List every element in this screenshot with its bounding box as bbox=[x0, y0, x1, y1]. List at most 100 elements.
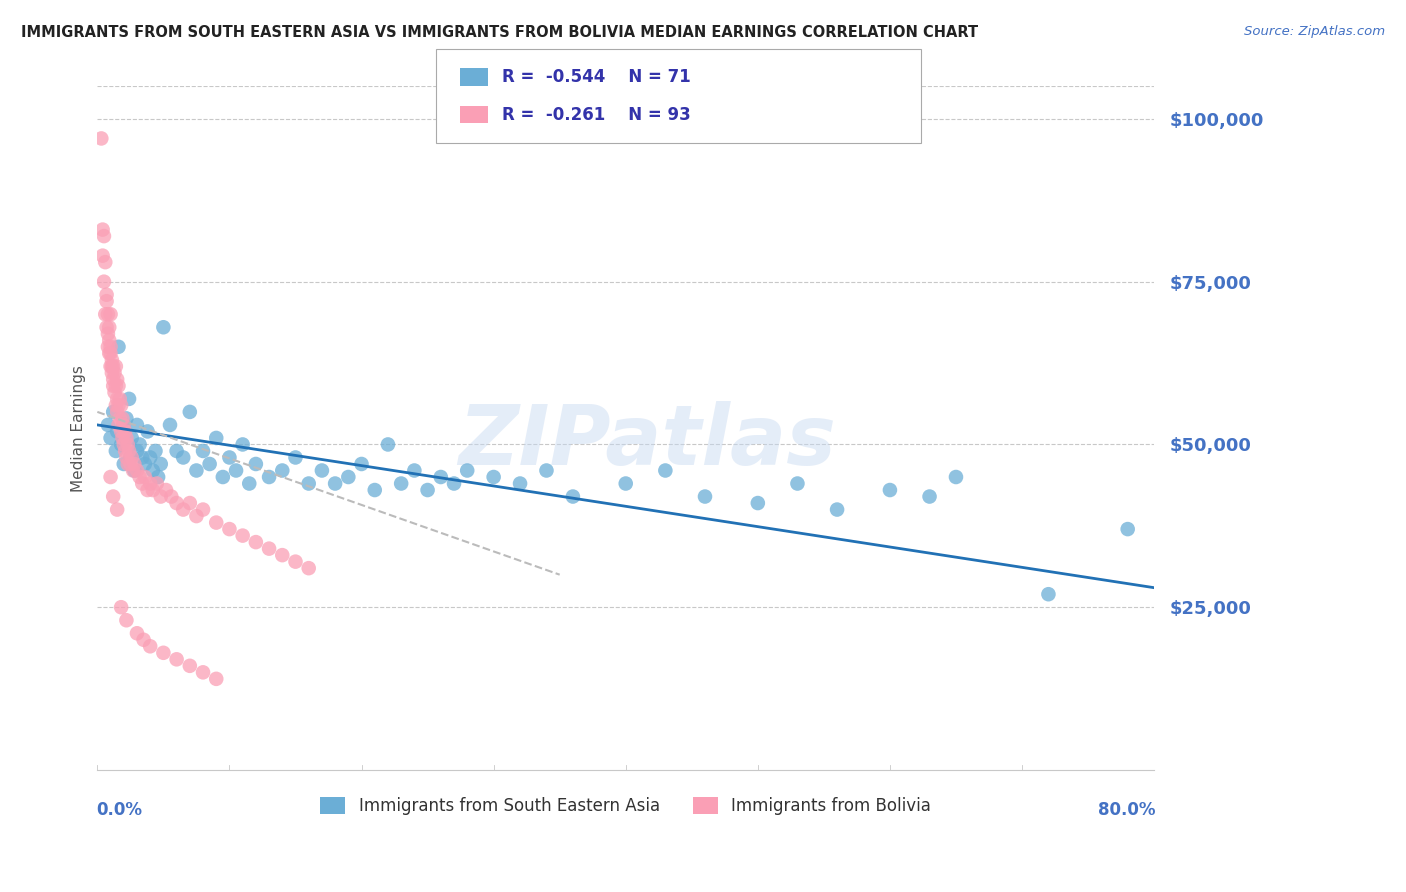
Point bbox=[142, 483, 165, 497]
Point bbox=[107, 417, 129, 432]
Point bbox=[134, 470, 156, 484]
Point bbox=[298, 476, 321, 491]
Point bbox=[146, 476, 169, 491]
Point bbox=[98, 333, 121, 347]
Text: IMMIGRANTS FROM SOUTH EASTERN ASIA VS IMMIGRANTS FROM BOLIVIA MEDIAN EARNINGS CO: IMMIGRANTS FROM SOUTH EASTERN ASIA VS IM… bbox=[21, 25, 979, 40]
Point bbox=[101, 352, 124, 367]
Point bbox=[105, 392, 128, 406]
Point bbox=[98, 346, 121, 360]
Point bbox=[172, 450, 194, 465]
Point bbox=[160, 490, 183, 504]
Point bbox=[155, 483, 177, 497]
Point bbox=[110, 425, 132, 439]
Point bbox=[114, 444, 136, 458]
Point bbox=[654, 463, 676, 477]
Point bbox=[107, 398, 129, 412]
Point bbox=[149, 490, 172, 504]
Point bbox=[225, 463, 247, 477]
Point bbox=[125, 417, 148, 432]
Point bbox=[128, 437, 150, 451]
Point bbox=[125, 626, 148, 640]
Point bbox=[536, 463, 558, 477]
Point bbox=[179, 496, 201, 510]
Point bbox=[93, 275, 115, 289]
Point bbox=[117, 437, 139, 451]
Point bbox=[389, 476, 412, 491]
Point bbox=[131, 476, 153, 491]
Point bbox=[198, 457, 221, 471]
Point bbox=[166, 444, 188, 458]
Point bbox=[205, 516, 228, 530]
Point bbox=[120, 450, 142, 465]
Point bbox=[111, 431, 134, 445]
Point bbox=[118, 444, 141, 458]
Point bbox=[100, 307, 122, 321]
Point bbox=[205, 672, 228, 686]
Point bbox=[693, 490, 716, 504]
Point bbox=[145, 444, 167, 458]
Text: 0.0%: 0.0% bbox=[96, 801, 142, 819]
Point bbox=[111, 411, 134, 425]
Point bbox=[125, 463, 148, 477]
Point bbox=[125, 444, 148, 458]
Point bbox=[100, 470, 122, 484]
Point bbox=[105, 425, 128, 439]
Point bbox=[90, 131, 112, 145]
Point bbox=[284, 555, 307, 569]
Point bbox=[825, 502, 848, 516]
Point bbox=[311, 463, 333, 477]
Point bbox=[115, 613, 138, 627]
Point bbox=[115, 431, 138, 445]
Point bbox=[136, 425, 159, 439]
Point bbox=[191, 665, 214, 680]
Point bbox=[132, 632, 155, 647]
Point bbox=[103, 490, 125, 504]
Point bbox=[118, 392, 141, 406]
Point bbox=[112, 417, 135, 432]
Point bbox=[786, 476, 808, 491]
Point bbox=[364, 483, 387, 497]
Point bbox=[139, 640, 162, 654]
Point bbox=[114, 425, 136, 439]
Point bbox=[298, 561, 321, 575]
Point bbox=[377, 437, 399, 451]
Point bbox=[159, 417, 181, 432]
Point bbox=[879, 483, 901, 497]
Point bbox=[98, 320, 121, 334]
Point bbox=[218, 450, 240, 465]
Text: R =  -0.261    N = 93: R = -0.261 N = 93 bbox=[502, 105, 690, 123]
Point bbox=[101, 359, 124, 374]
Point bbox=[94, 307, 117, 321]
Point bbox=[115, 411, 138, 425]
Point bbox=[482, 470, 505, 484]
Text: R =  -0.544    N = 71: R = -0.544 N = 71 bbox=[502, 69, 690, 87]
Point bbox=[108, 392, 131, 406]
Point bbox=[179, 405, 201, 419]
Point bbox=[117, 457, 139, 471]
Point bbox=[337, 470, 360, 484]
Point bbox=[104, 379, 127, 393]
Point bbox=[120, 457, 142, 471]
Point bbox=[115, 450, 138, 465]
Point bbox=[945, 470, 967, 484]
Point bbox=[561, 490, 583, 504]
Point bbox=[104, 398, 127, 412]
Point bbox=[94, 255, 117, 269]
Point bbox=[103, 366, 125, 380]
Point bbox=[245, 535, 267, 549]
Point bbox=[211, 470, 233, 484]
Point bbox=[257, 470, 280, 484]
Point bbox=[128, 470, 150, 484]
Point bbox=[96, 287, 118, 301]
Point bbox=[131, 450, 153, 465]
Point bbox=[430, 470, 453, 484]
Point bbox=[105, 502, 128, 516]
Point bbox=[232, 437, 254, 451]
Point bbox=[121, 431, 143, 445]
Point bbox=[103, 359, 125, 374]
Point bbox=[100, 359, 122, 374]
Text: Source: ZipAtlas.com: Source: ZipAtlas.com bbox=[1244, 25, 1385, 38]
Point bbox=[747, 496, 769, 510]
Point bbox=[149, 457, 172, 471]
Point bbox=[152, 646, 174, 660]
